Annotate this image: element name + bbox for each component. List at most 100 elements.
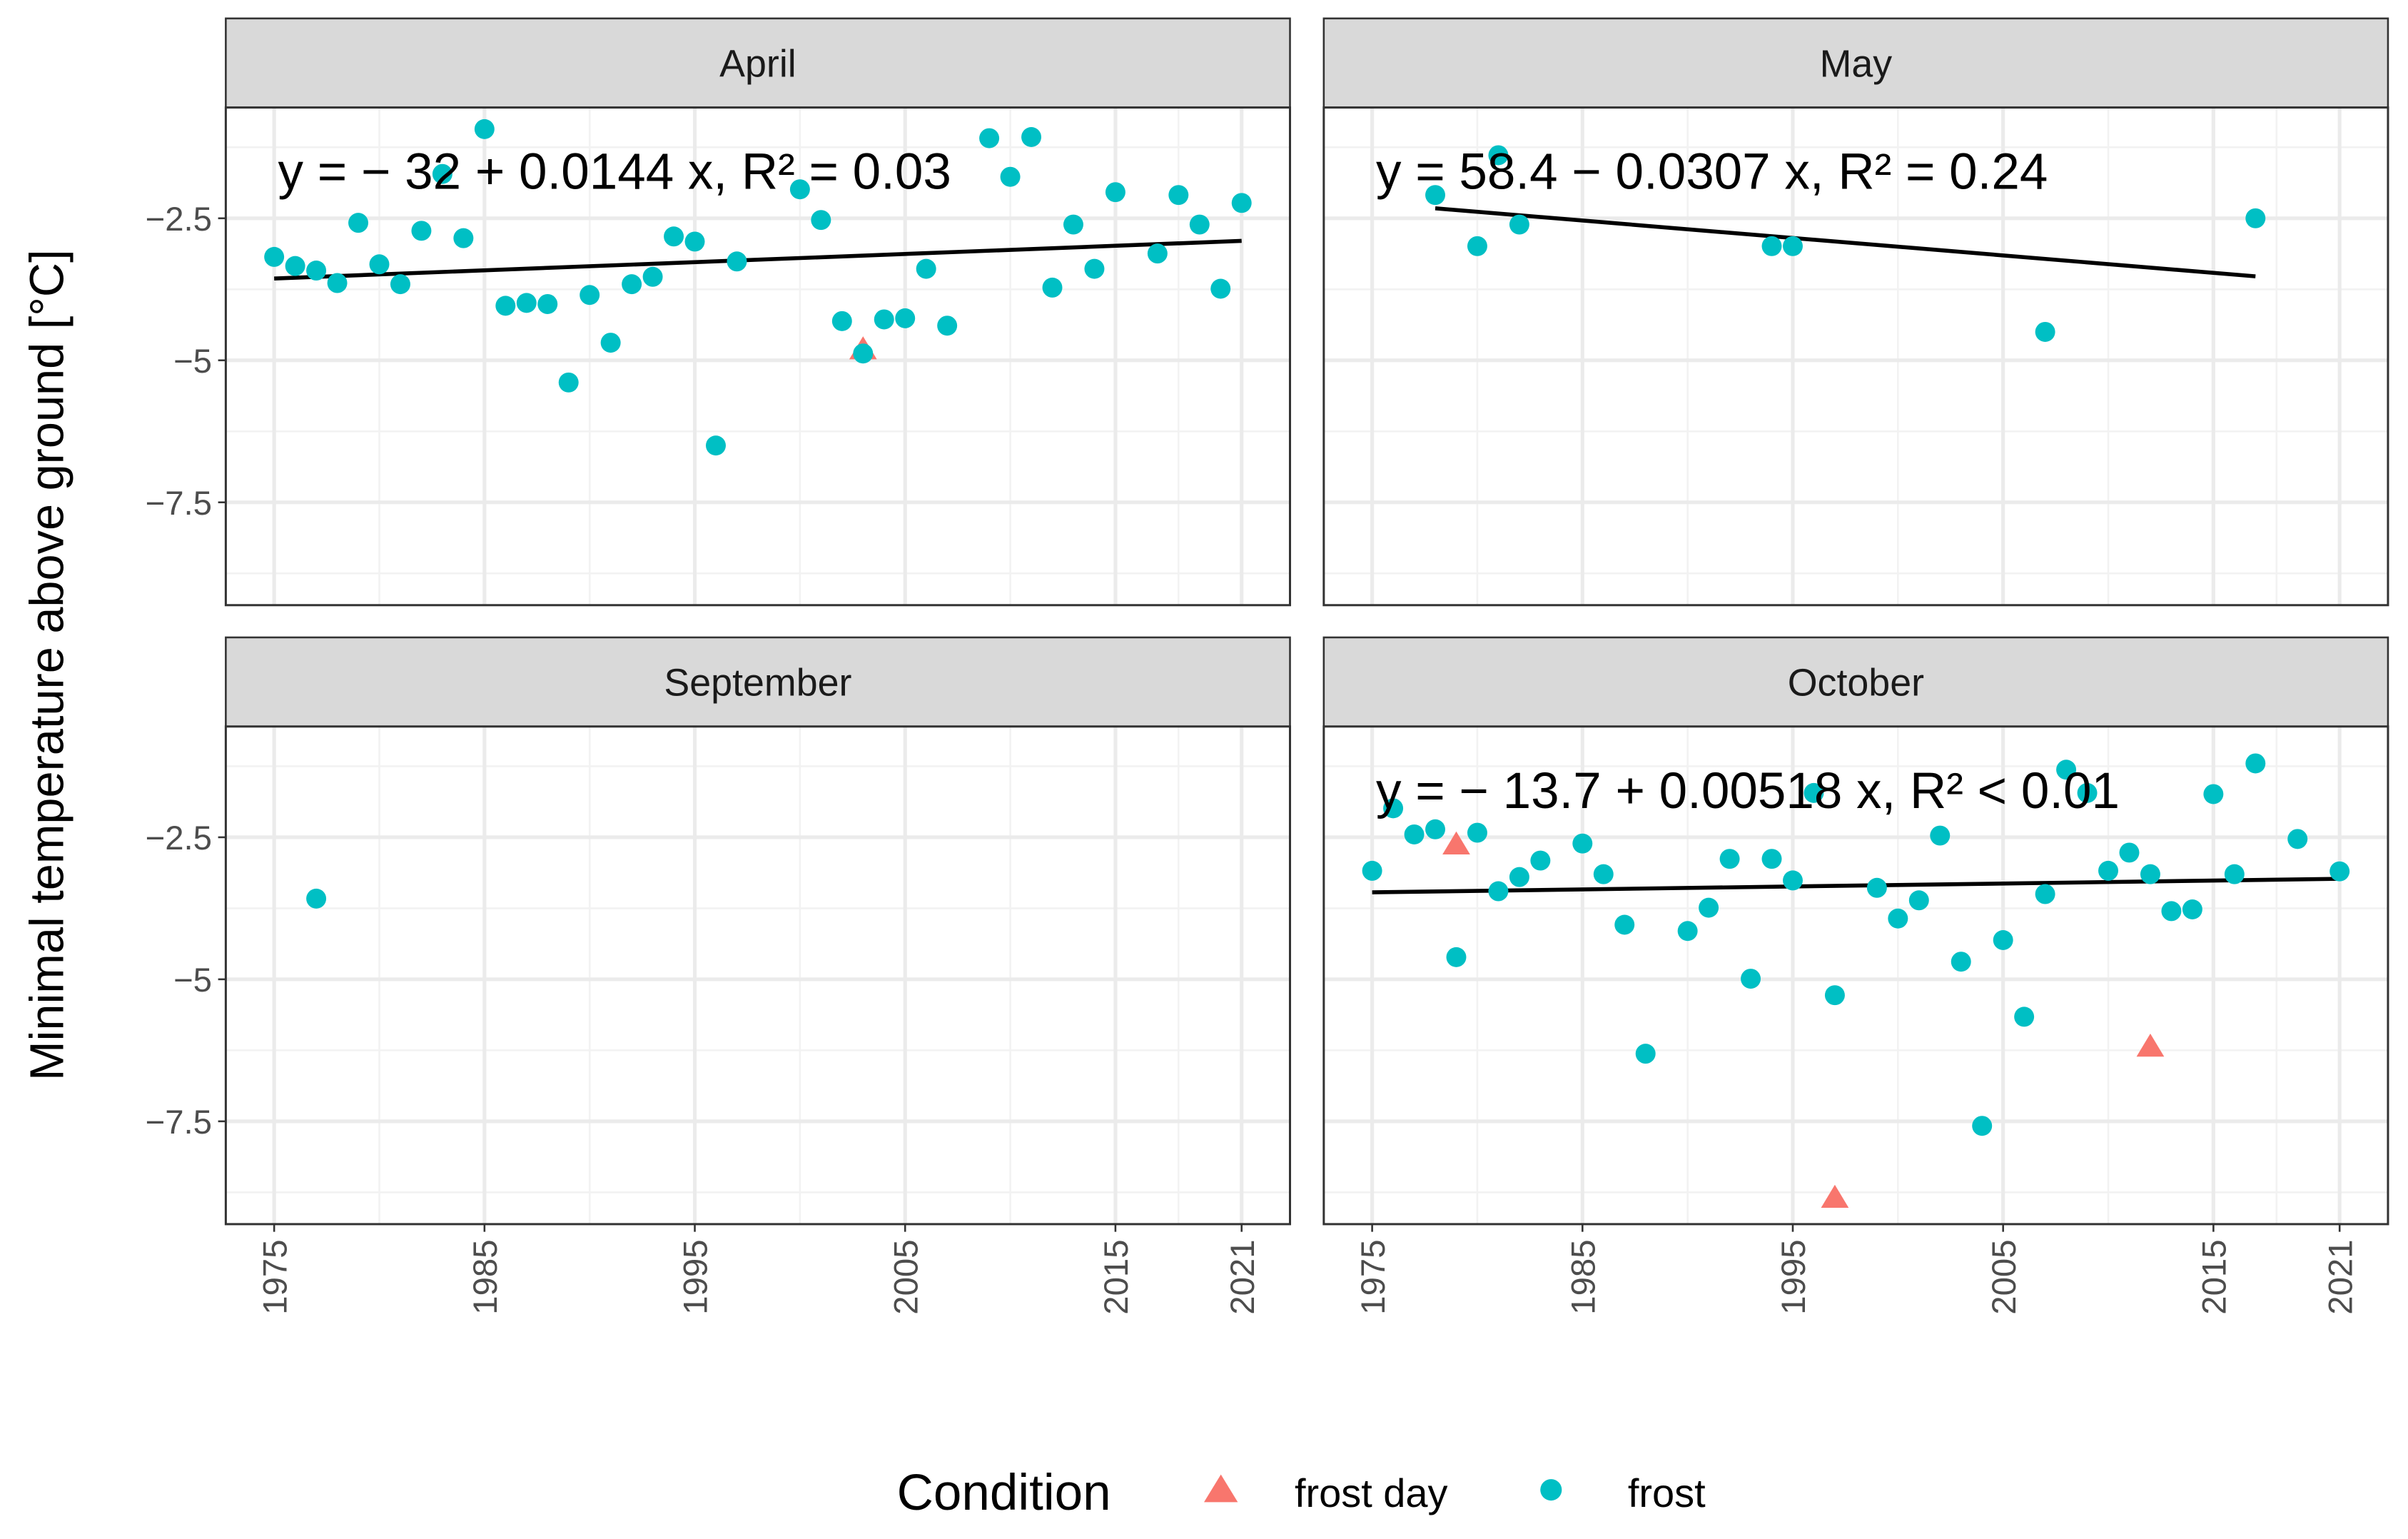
x-tick-label: 2005 [1985,1239,2023,1314]
point-frost [979,128,1000,148]
point-frost [558,372,579,393]
point-frost [1593,864,1614,884]
point-frost [1425,819,1446,839]
y-axis-label: Minimal temperature above ground [°C] [21,249,74,1081]
point-frost [1699,897,1719,918]
point-frost [411,221,432,241]
plot-area [1323,107,2388,605]
x-tick-label: 2021 [1224,1239,1262,1314]
point-frost [831,311,852,331]
plot-area [1323,726,2388,1224]
point-frost [327,273,348,293]
y-tick-label: −7.5 [146,485,212,523]
point-frost [1210,278,1231,299]
strip-title: April [719,43,796,86]
point-frost [1063,214,1083,235]
panel-may: May y = 58.4 − 0.0307 x, R² = 0.24 [1322,17,2389,607]
point-frost [2287,829,2308,849]
point-frost [684,231,705,252]
point-frost [1000,166,1021,187]
point-frost [1147,243,1168,264]
point-frost [1866,877,1887,898]
point-frost [474,118,495,139]
strip-title: September [664,662,851,705]
point-frost [789,179,810,200]
point-frost [1509,867,1529,887]
point-frost [1467,822,1487,843]
point-frost [285,256,305,276]
strip [1322,17,2389,109]
point-frost [1951,952,1971,972]
point-frost [1168,185,1189,206]
point-frost [1993,929,2013,950]
point-frost [1677,921,1698,942]
strip-title: October [1788,662,1924,705]
regression-equation: y = − 32 + 0.0144 x, R² = 0.03 [278,144,951,201]
point-frost [390,274,410,295]
y-tick-label: −2.5 [146,819,212,857]
point-frost [1362,860,1382,881]
point-frost [1488,145,1509,166]
point-frost [516,293,537,313]
point-frost [2077,782,2098,803]
panel-border [1322,106,2389,607]
point-frost [853,343,874,364]
point-frost [937,316,958,336]
point-frost [1783,236,1803,256]
point-frost [2119,842,2140,863]
x-tick-label: 1985 [1565,1239,1603,1314]
point-frost [1231,193,1252,213]
plot-area [226,726,1290,1224]
regression-equation: y = 58.4 − 0.0307 x, R² = 0.24 [1376,144,2048,201]
point-frost [1572,833,1593,854]
x-tick-label: 1995 [1775,1239,1813,1314]
point-frost [2224,864,2245,884]
point-frost [1614,914,1635,935]
point-frost [1446,947,1467,967]
point-frost [1042,277,1063,298]
panel-september: September −2.5 −5 −7.5 1975 1985 1995 2005 2015 2… [146,636,1292,1315]
regression-line [1372,877,2340,894]
point-frost [1530,850,1551,871]
point-frost [1021,127,1042,147]
point-frost [1908,890,1929,911]
point-frost [369,254,390,275]
legend-title: Condition [897,1465,1111,1521]
y-tick-label: −7.5 [146,1104,212,1141]
point-frost [727,251,747,272]
point-frost [1804,782,1824,803]
point-frost [348,213,369,233]
point-frost-day [2136,1034,2165,1057]
point-frost [1741,969,1761,989]
x-tick-label: 1985 [467,1239,505,1314]
point-frost [306,888,327,909]
x-tick-label: 2015 [1098,1239,1135,1314]
point-frost [664,226,684,247]
point-frost [1509,214,1529,235]
point-frost [1761,849,1782,869]
point-frost [1972,1116,1993,1136]
point-frost [1467,236,1487,256]
point-frost [495,296,516,316]
point-frost [2161,901,2182,922]
point-frost [1783,870,1803,891]
point-frost [600,333,621,353]
point-frost [2140,864,2160,884]
x-tick-label: 1975 [1355,1239,1392,1314]
point-frost [916,258,936,279]
legend-triangle-icon [1204,1474,1238,1503]
point-frost [2098,860,2119,881]
point-frost [2035,884,2055,904]
regression-line [274,238,1242,281]
strip [225,17,1291,109]
point-frost [580,285,600,306]
point-frost [642,266,663,287]
point-frost [1189,214,1210,235]
point-frost [1084,258,1105,279]
point-frost-day [1821,1184,1849,1208]
legend-label-frost: frost [1628,1470,1706,1515]
point-frost [874,309,894,330]
point-frost [2245,753,2266,774]
point-frost [895,308,916,328]
regression-equation: y = − 13.7 + 0.00518 x, R² < 0.01 [1376,763,2120,819]
